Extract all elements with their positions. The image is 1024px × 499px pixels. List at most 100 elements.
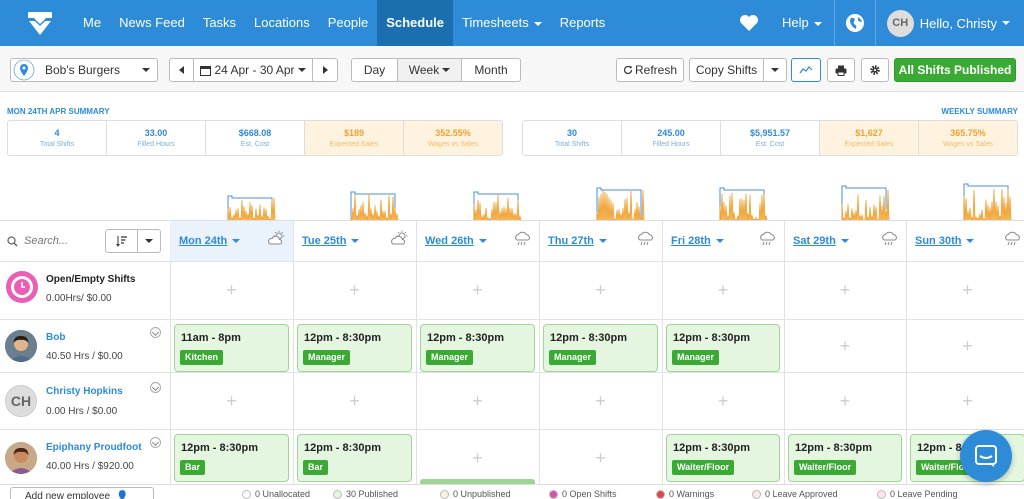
brand-logo[interactable] [0, 0, 80, 46]
settings-button[interactable] [861, 58, 889, 82]
summary-total-shifts: 30 Total Shifts [523, 121, 622, 155]
add-shift-button[interactable]: + [349, 390, 360, 411]
nav-locations[interactable]: Locations [254, 15, 310, 30]
nav-me[interactable]: Me [83, 15, 102, 30]
shift-role-tag: Waiter/Floor [672, 460, 735, 475]
add-shift-button[interactable]: + [472, 390, 483, 411]
add-employee-button[interactable]: Add new employee 👤 [10, 487, 154, 499]
shift-card[interactable]: 12pm - 8:30pm Manager [420, 324, 535, 372]
employee-name[interactable]: Christy Hopkins [46, 386, 123, 397]
grid-divider [906, 221, 907, 499]
refresh-label: Refresh [634, 63, 678, 77]
language-button[interactable] [835, 0, 875, 46]
employee-name[interactable]: Epiphany Proudfoot [46, 442, 142, 453]
shift-card[interactable]: 12pm - 8:30pm Waiter/Floor [666, 434, 780, 482]
shift-card[interactable]: 12pm - 8:30pm Manager [666, 324, 780, 372]
add-user-icon: 👤 [116, 490, 129, 499]
add-shift-button[interactable]: + [595, 448, 606, 468]
legend-label: 0 Unpublished [453, 489, 511, 499]
profile-photo [5, 442, 37, 474]
add-shift-button[interactable]: + [839, 390, 851, 411]
shift-role-tag: Bar [180, 460, 206, 475]
summary-label: Total Shifts [554, 141, 590, 148]
add-shift-button[interactable]: + [226, 390, 237, 411]
location-select[interactable]: Bob's Burgers [10, 58, 158, 82]
next-week-button[interactable] [313, 59, 337, 81]
shift-card[interactable]: 12pm - 8:30pm Bar [297, 434, 412, 482]
nav-schedule[interactable]: Schedule [377, 0, 453, 46]
nav-reports[interactable]: Reports [559, 15, 606, 30]
add-shift-button[interactable]: + [962, 280, 973, 300]
shift-card[interactable]: 12pm - 8:30pm Bar [174, 434, 289, 482]
day-header: Mon 24th [170, 221, 293, 261]
add-shift-button[interactable]: + [349, 280, 360, 300]
stats-toggle-button[interactable] [791, 58, 821, 82]
refresh-button[interactable]: Refresh [616, 58, 684, 82]
nav-news-feed[interactable]: News Feed [119, 15, 185, 30]
employee-name[interactable]: Bob [46, 332, 66, 343]
day-header: Fri 28th [662, 221, 784, 261]
legend-item: 0 Unallocated [242, 489, 310, 499]
chevron-down-icon [232, 239, 241, 243]
view-month-button[interactable]: Month [474, 63, 508, 77]
help-menu[interactable]: Help [770, 0, 834, 46]
sort-dropdown[interactable] [138, 230, 160, 252]
summary-est-cost: $668.08 Est. Cost [206, 121, 305, 155]
legend-dot [877, 489, 886, 499]
user-menu[interactable]: CH Hello, Christy [876, 0, 1024, 46]
publish-button[interactable]: All Shifts Published [894, 58, 1016, 82]
day-header-label[interactable]: Sat 29th [793, 235, 836, 247]
employee-menu-icon[interactable] [150, 382, 161, 393]
legend-label: 30 Published [346, 489, 399, 499]
shift-card[interactable]: 12pm - 8:30pm Waiter/Floor [788, 434, 902, 482]
add-shift-button[interactable]: + [595, 390, 606, 411]
employee-menu-icon[interactable] [150, 327, 161, 338]
shift-card[interactable]: 12pm - 8:30pm Manager [543, 324, 658, 372]
add-shift-button[interactable]: + [962, 335, 973, 356]
day-header-label[interactable]: Sun 30th [915, 235, 962, 247]
day-header: Thu 27th [539, 221, 662, 261]
view-day-button[interactable]: Day [352, 59, 398, 81]
line-chart-icon [799, 66, 813, 74]
nav-timesheets[interactable]: Timesheets [453, 0, 551, 46]
chevron-right-icon [322, 66, 328, 74]
add-shift-button[interactable]: + [472, 448, 483, 468]
add-shift-button[interactable]: + [595, 280, 606, 300]
copy-shifts-dropdown[interactable] [764, 59, 786, 81]
date-range-button[interactable]: 24 Apr - 30 Apr [194, 59, 313, 81]
grid-divider [0, 429, 1024, 430]
employee-menu-icon[interactable] [150, 437, 161, 448]
day-header-label[interactable]: Fri 28th [671, 235, 711, 247]
legend-dot [242, 489, 251, 499]
prev-week-button[interactable] [170, 59, 194, 81]
add-shift-button[interactable]: + [839, 280, 851, 300]
copy-shifts-button[interactable]: Copy Shifts [690, 59, 764, 81]
shift-card[interactable]: 11am - 8pm Kitchen [174, 324, 289, 372]
demand-outline [350, 191, 396, 220]
view-week-button[interactable]: Week [398, 59, 462, 81]
chat-button[interactable] [960, 430, 1012, 482]
add-shift-button[interactable]: + [717, 390, 729, 411]
add-shift-button[interactable]: + [717, 280, 729, 300]
shift-card[interactable]: 12pm - 8:30pm Manager [297, 324, 412, 372]
add-shift-button[interactable]: + [226, 280, 237, 300]
nav-people[interactable]: People [327, 15, 369, 30]
day-header-label[interactable]: Wed 26th [425, 235, 474, 247]
add-shift-button[interactable]: + [839, 335, 851, 356]
summary-value: $668.08 [238, 128, 272, 138]
day-header-label[interactable]: Mon 24th [179, 235, 228, 247]
chevron-down-icon [145, 239, 153, 243]
search-input[interactable] [24, 235, 96, 247]
sort-button[interactable] [106, 230, 138, 252]
day-header-label[interactable]: Thu 27th [548, 235, 594, 247]
favourites-button[interactable] [728, 0, 770, 46]
add-shift-button[interactable]: + [962, 390, 973, 411]
nav-tasks[interactable]: Tasks [202, 15, 237, 30]
day-header: Sun 30th [906, 221, 1024, 261]
print-button[interactable] [827, 58, 855, 82]
open-shifts-row: Open/Empty Shifts 0.00Hrs/ $0.00 [0, 261, 170, 319]
sort-icon [115, 236, 127, 247]
add-shift-button[interactable]: + [472, 280, 483, 300]
shift-time: 12pm - 8:30pm [673, 332, 751, 344]
day-header-label[interactable]: Tue 25th [302, 235, 347, 247]
